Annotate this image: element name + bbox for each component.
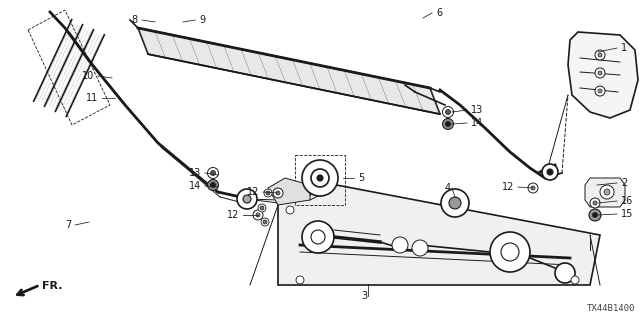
- Text: 14: 14: [189, 181, 201, 191]
- Circle shape: [211, 182, 216, 188]
- Text: FR.: FR.: [42, 281, 63, 291]
- Polygon shape: [268, 178, 310, 205]
- Circle shape: [302, 160, 338, 196]
- Circle shape: [243, 195, 251, 203]
- Circle shape: [211, 171, 216, 175]
- Text: 14: 14: [471, 118, 483, 128]
- Circle shape: [256, 213, 260, 217]
- Circle shape: [445, 122, 451, 126]
- Text: 12: 12: [502, 182, 514, 192]
- Circle shape: [542, 164, 558, 180]
- Text: 1: 1: [621, 43, 627, 53]
- Polygon shape: [585, 178, 625, 207]
- Circle shape: [276, 191, 280, 195]
- Circle shape: [547, 169, 553, 175]
- Circle shape: [441, 189, 469, 217]
- Circle shape: [237, 189, 257, 209]
- Text: TX44B1400: TX44B1400: [587, 304, 635, 313]
- Circle shape: [598, 71, 602, 75]
- Circle shape: [593, 212, 598, 218]
- Circle shape: [442, 118, 454, 130]
- Circle shape: [253, 210, 263, 220]
- Circle shape: [449, 197, 461, 209]
- Circle shape: [302, 221, 334, 253]
- Circle shape: [590, 198, 600, 208]
- Circle shape: [263, 220, 267, 224]
- Circle shape: [528, 183, 538, 193]
- Circle shape: [604, 189, 610, 195]
- Circle shape: [207, 167, 218, 179]
- Circle shape: [261, 218, 269, 226]
- Text: 3: 3: [361, 291, 367, 301]
- Circle shape: [296, 276, 304, 284]
- Text: 11: 11: [86, 93, 98, 103]
- Circle shape: [207, 180, 218, 190]
- Circle shape: [531, 186, 535, 190]
- Text: 9: 9: [199, 15, 205, 25]
- Text: 16: 16: [621, 196, 633, 206]
- Text: 5: 5: [358, 173, 364, 183]
- Circle shape: [589, 209, 601, 221]
- Circle shape: [266, 191, 270, 195]
- Polygon shape: [138, 28, 440, 114]
- Circle shape: [555, 263, 575, 283]
- Circle shape: [264, 189, 272, 197]
- Text: 2: 2: [621, 178, 627, 188]
- Circle shape: [286, 206, 294, 214]
- Circle shape: [595, 50, 605, 60]
- Circle shape: [260, 206, 264, 210]
- Text: 12: 12: [246, 187, 259, 197]
- Circle shape: [595, 68, 605, 78]
- Circle shape: [412, 240, 428, 256]
- Circle shape: [392, 237, 408, 253]
- Text: 15: 15: [621, 209, 634, 219]
- Text: 13: 13: [471, 105, 483, 115]
- Text: 8: 8: [132, 15, 138, 25]
- Circle shape: [273, 188, 283, 198]
- Text: 4: 4: [445, 183, 451, 193]
- Text: 7: 7: [65, 220, 71, 230]
- Polygon shape: [568, 32, 638, 118]
- Circle shape: [598, 89, 602, 93]
- Text: 13: 13: [189, 168, 201, 178]
- Polygon shape: [278, 180, 600, 285]
- Circle shape: [598, 53, 602, 57]
- Circle shape: [445, 109, 451, 115]
- Circle shape: [600, 185, 614, 199]
- Circle shape: [317, 175, 323, 181]
- Text: 12: 12: [227, 210, 239, 220]
- Circle shape: [595, 86, 605, 96]
- Circle shape: [593, 201, 597, 205]
- Circle shape: [571, 276, 579, 284]
- Text: 6: 6: [436, 8, 442, 18]
- Circle shape: [442, 107, 454, 117]
- Text: 10: 10: [82, 71, 94, 81]
- Circle shape: [258, 204, 266, 212]
- Circle shape: [490, 232, 530, 272]
